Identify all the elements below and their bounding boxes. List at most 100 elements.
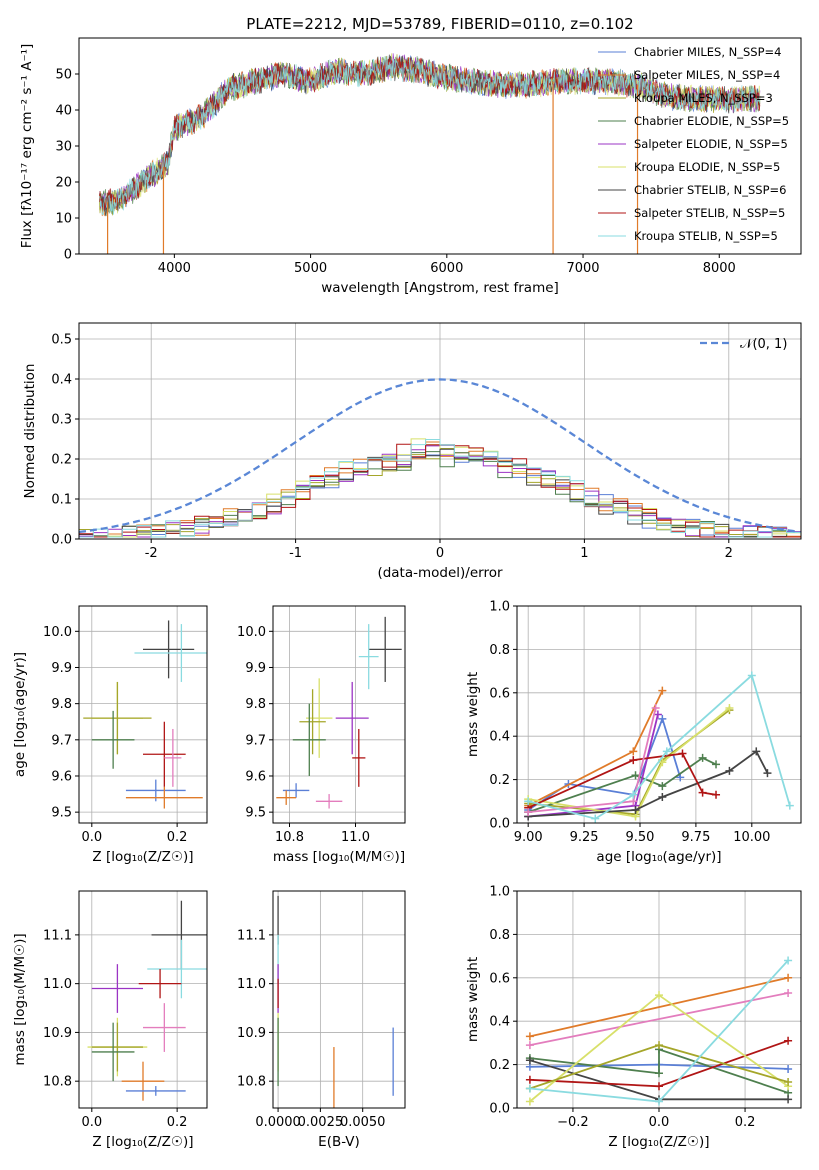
x-tick-label: 0.0000 [255,1115,301,1130]
errorbar-point [125,786,203,809]
y-tick-label: 10.8 [237,1075,266,1090]
y-tick-label: 0.0 [489,817,510,832]
legend-entry: Salpeter MILES, N_SSP=4 [634,68,780,82]
weight-marker [662,747,671,756]
weight-marker [524,797,533,806]
y-tick-label: 10.9 [43,1026,72,1041]
spectrum-lines [99,53,761,254]
errorbar-point [292,703,326,776]
weight-marker [784,1036,793,1045]
weight-marker [525,1097,534,1106]
y-tick-label: 11.0 [237,977,266,992]
errorbar-point [143,721,186,787]
y-tick-label: 20 [55,176,72,191]
errorbar-point [335,681,369,755]
y-tick-label: 0.6 [489,971,510,986]
weight-marker [784,988,793,997]
weight-marker [631,771,640,780]
y-tick-label: 30 [55,140,72,155]
mass_vs_EBV-grid [273,891,405,1108]
weight-line [529,1048,789,1094]
errorbar-point [125,1086,186,1096]
errorbar-point [134,624,207,682]
weight-marker [629,790,638,799]
weight-marker [655,1082,663,1091]
x-tick-label: 11.0 [341,830,370,845]
x-axis-label: age [log₁₀(age/yr)] [596,849,721,865]
legend-entry: Kroupa ELODIE, N_SSP=5 [634,160,780,174]
mass_vs_Z-frame [78,890,208,1109]
x-tick-label: 0.0 [649,1115,670,1130]
x-tick-label: 9.75 [681,830,710,845]
weight-marker [525,1075,534,1084]
errorbar-point [143,620,195,679]
errorbar-point [282,783,310,798]
x-tick-label: 7000 [566,261,599,276]
y-axis-label: Flux [fλ10⁻¹⁷ erg cm⁻² s⁻¹ A⁻¹] [19,44,35,249]
weight-marker [712,760,721,769]
spectrum-legend: Chabrier MILES, N_SSP=4 Salpeter MILES, N… [598,45,789,243]
x-tick-label: 0.2 [167,830,188,845]
weight-marker [658,782,667,791]
y-tick-label: 0.0 [51,533,72,548]
massweight_vs_Z-lines [525,956,793,1106]
x-tick-label: 10.00 [733,830,770,845]
weight-series [525,1045,793,1097]
age_vs_Z-frame [78,605,208,824]
y-tick-label: 10.0 [43,625,72,640]
weight-marker [712,790,721,799]
y-tick-label: 11.1 [237,928,266,943]
legend-entry: Salpeter STELIB, N_SSP=5 [634,206,785,220]
y-tick-label: 9.9 [245,661,266,676]
age_vs_mass-axes: 10.8 11.0 9.5 9.6 9.7 9.8 9.9 10.0 mass [log₁₀(M… [237,606,405,865]
weight-marker [655,1041,663,1050]
y-tick-label: 9.7 [51,733,72,748]
weight-marker [752,747,761,756]
weight-series [525,988,793,1050]
weight-series [524,671,794,823]
errorbar-point [358,624,379,690]
legend-entry: Kroupa MILES, N_SSP=3 [634,91,773,105]
x-tick-label: 4000 [158,261,191,276]
y-tick-label: 0.2 [489,1058,510,1073]
weight-marker [763,769,772,778]
weight-marker [655,1069,663,1078]
weight-marker [784,1077,793,1086]
y-axis-label: mass weight [465,672,481,757]
weight-line [529,976,789,1038]
weight-marker [629,747,638,756]
y-tick-label: 1.0 [489,600,510,615]
x-tick-label: 0.0025 [298,1115,344,1130]
errorbar-point [306,678,333,758]
age_vs_mass-frame [272,605,406,824]
weight-series [525,973,793,1041]
weight-marker [655,1097,663,1106]
residuals-frame [78,322,802,540]
y-tick-label: 10.0 [237,625,266,640]
y-tick-label: 9.6 [245,769,266,784]
errorbar-point [147,939,207,999]
y-tick-label: 10 [55,212,72,227]
y-tick-label: 0.8 [489,928,510,943]
y-tick-label: 50 [55,68,72,83]
errorbar-point [315,794,343,809]
weight-marker [678,749,687,758]
y-tick-label: 0.1 [51,493,72,508]
weight-line [528,714,659,818]
y-tick-label: 0.0 [489,1102,510,1117]
y-tick-label: 9.5 [245,806,266,821]
y-tick-label: 10.8 [43,1075,72,1090]
x-tick-label: 9.25 [570,830,599,845]
weight-line [529,992,789,1046]
weight-series [524,686,667,810]
legend-entry: Kroupa STELIB, N_SSP=5 [634,229,778,243]
x-tick-label: 10.8 [275,830,304,845]
y-axis-label: mass weight [465,957,481,1042]
y-tick-label: 9.5 [51,806,72,821]
errorbar-point [164,728,182,787]
errorbar-point [83,681,152,755]
residuals-grid [79,323,801,540]
legend-entry: Chabrier ELODIE, N_SSP=5 [634,114,789,128]
